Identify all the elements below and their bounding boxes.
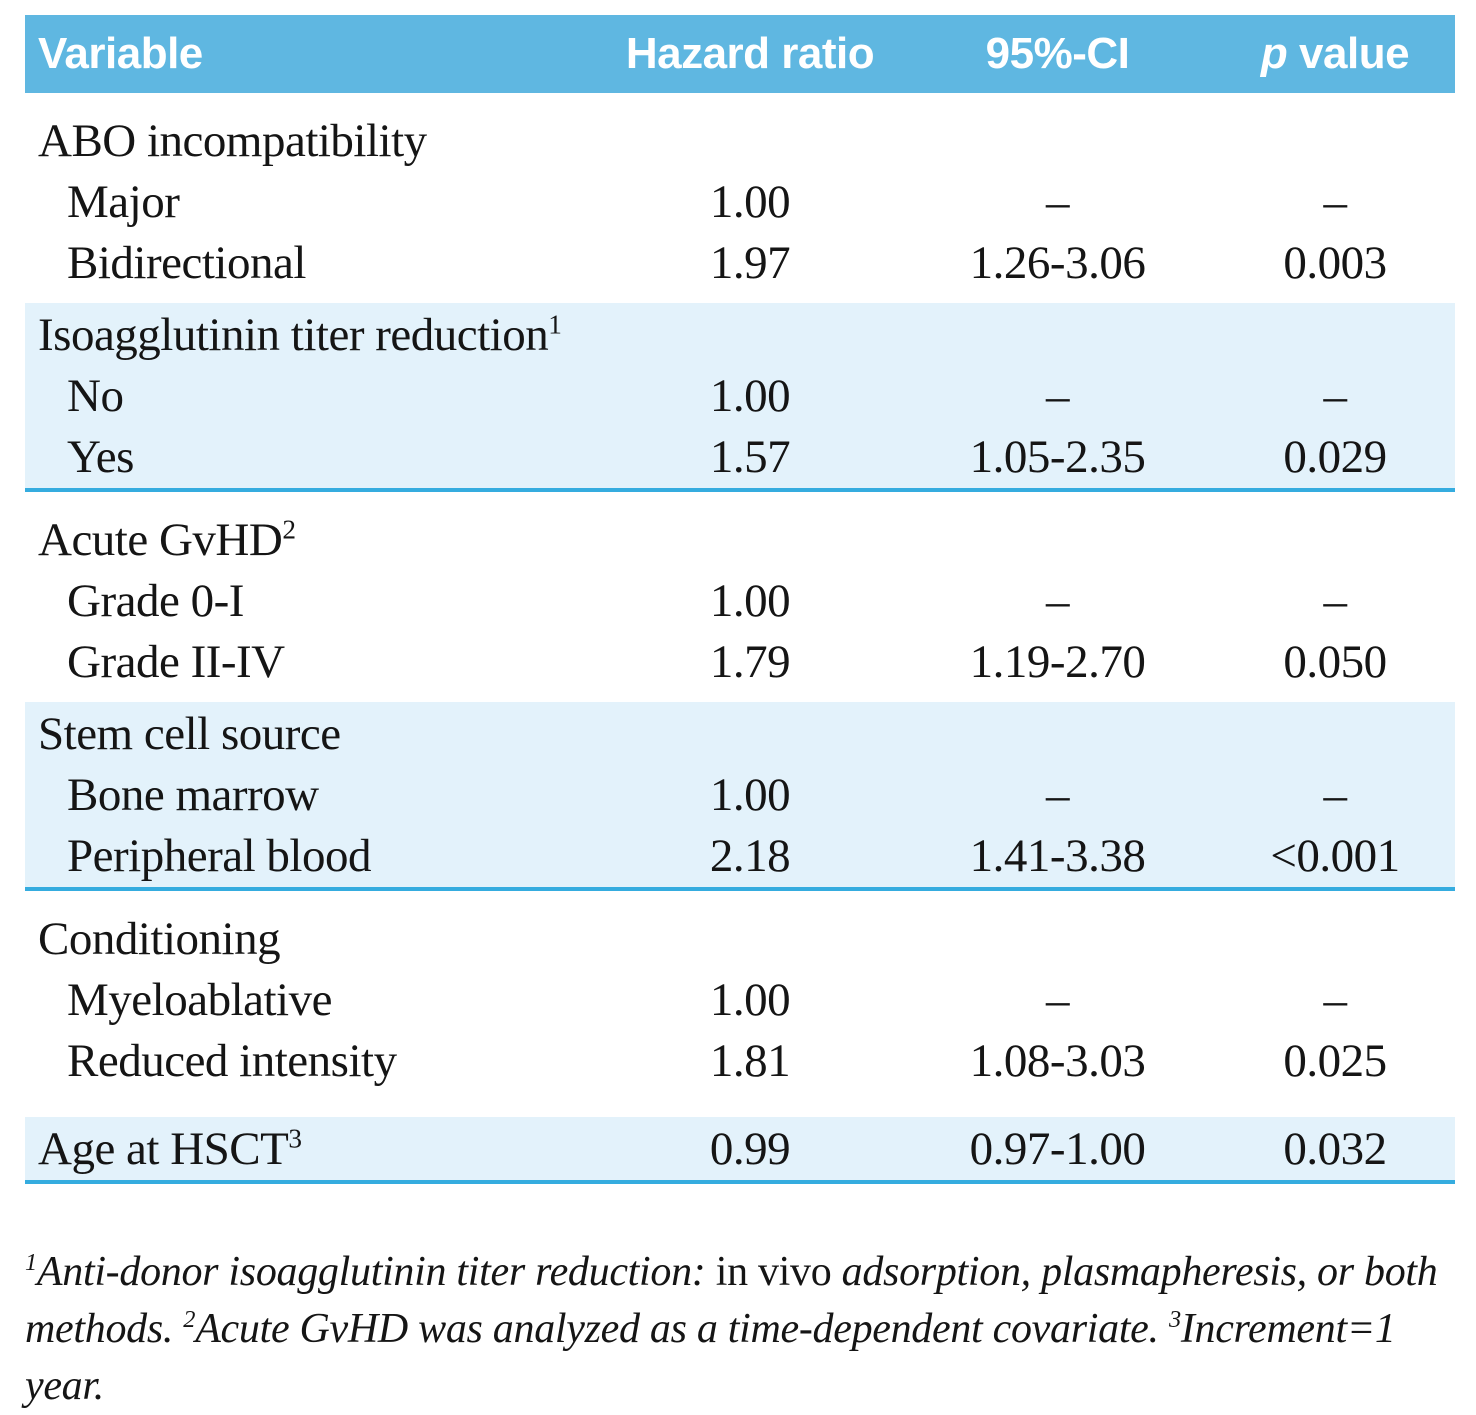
footnote-sup-2: 2	[183, 1306, 196, 1333]
ci-value: 1.05-2.35	[969, 431, 1146, 483]
section-title-text: ABO incompatibility	[38, 115, 427, 167]
hazard-ratio-value: 1.00	[709, 370, 791, 422]
footnote-seg-1b: adsorption, plasmapheresis, or both meth…	[25, 1249, 1438, 1352]
section-title-row: Acute GvHD2	[25, 510, 1455, 571]
table-row: Peripheral blood 2.18 1.41-3.38 <0.001	[25, 826, 1455, 887]
ci-value: 0.97-1.00	[969, 1123, 1146, 1175]
section-acute-gvhd: Acute GvHD2 Grade 0-I 1.00 – – Grade II-…	[25, 492, 1455, 702]
p-value: 0.003	[1283, 237, 1387, 289]
column-header-variable: Variable	[38, 29, 203, 78]
row-label: Grade 0-I	[67, 575, 244, 627]
section-title-text: Conditioning	[38, 913, 281, 965]
section-age-at-hsct: Age at HSCT3 0.99 0.97-1.00 0.032	[25, 1117, 1455, 1184]
ci-value: –	[1046, 575, 1070, 627]
p-value: –	[1323, 370, 1348, 422]
p-italic: p	[1260, 29, 1288, 78]
section-title: Acute GvHD2	[25, 510, 600, 571]
ci-value: 1.41-3.38	[969, 830, 1146, 882]
section-title-text: Stem cell source	[38, 708, 341, 760]
row-label: Major	[67, 176, 180, 228]
section-title: Conditioning	[25, 909, 600, 970]
table-row: Major 1.00 – –	[25, 172, 1455, 233]
ci-value: –	[1046, 769, 1070, 821]
table-row: No 1.00 – –	[25, 366, 1455, 427]
row-label: Age at HSCT3	[25, 1119, 600, 1180]
footnote-seg-1-roman: in vivo	[715, 1249, 832, 1295]
section-isoagglutinin-titer-reduction: Isoagglutinin titer reduction1 No 1.00 –…	[25, 303, 1455, 492]
table-row: Reduced intensity 1.81 1.08-3.03 0.025	[25, 1031, 1455, 1092]
p-value: –	[1323, 176, 1348, 228]
footnote-seg-2: Acute GvHD was analyzed as a time-depend…	[195, 1306, 1159, 1352]
p-value: 0.025	[1283, 1035, 1387, 1087]
hazard-ratio-value: 2.18	[709, 830, 791, 882]
hazard-ratio-value: 1.00	[709, 769, 791, 821]
row-label: Bidirectional	[67, 237, 306, 289]
section-abo-incompatibility: ABO incompatibility Major 1.00 – – Bidir…	[25, 93, 1455, 303]
p-value: 0.029	[1283, 431, 1387, 483]
hazard-ratio-value: 1.00	[709, 176, 791, 228]
section-title-sup: 1	[548, 309, 562, 340]
column-header-ci: 95%-CI	[985, 29, 1130, 78]
p-value: –	[1323, 769, 1348, 821]
hazard-ratio-value: 1.79	[709, 636, 791, 688]
table-row: Grade 0-I 1.00 – –	[25, 571, 1455, 632]
footnote-seg-3: Increment=1 year.	[25, 1306, 1396, 1409]
row-label: Bone marrow	[67, 769, 319, 821]
hazard-ratio-value: 1.97	[709, 237, 791, 289]
hazard-ratio-value: 0.99	[709, 1123, 791, 1175]
ci-value: 1.19-2.70	[969, 636, 1146, 688]
section-title: Isoagglutinin titer reduction1	[25, 305, 600, 366]
table-row: Bidirectional 1.97 1.26-3.06 0.003	[25, 233, 1455, 294]
section-title-row: Isoagglutinin titer reduction1	[25, 305, 1455, 366]
column-header-p-value: p value	[1215, 29, 1455, 79]
table-row: Bone marrow 1.00 – –	[25, 765, 1455, 826]
table-row: Grade II-IV 1.79 1.19-2.70 0.050	[25, 632, 1455, 693]
row-label: Reduced intensity	[67, 1035, 397, 1087]
section-title-text: Acute GvHD	[38, 514, 283, 566]
section-title-row: Stem cell source	[25, 704, 1455, 765]
ci-value: 1.08-3.03	[969, 1035, 1146, 1087]
table-header-row: Variable Hazard ratio 95%-CI p value	[25, 15, 1455, 93]
section-title: ABO incompatibility	[25, 111, 600, 172]
footnote-seg-1: Anti-donor isoagglutinin titer reduction…	[36, 1249, 706, 1295]
results-table: Variable Hazard ratio 95%-CI p value ABO…	[25, 15, 1455, 1415]
p-value: 0.032	[1283, 1123, 1387, 1175]
table-row: Age at HSCT3 0.99 0.97-1.00 0.032	[25, 1119, 1455, 1180]
table-footnote: 1Anti-donor isoagglutinin titer reductio…	[25, 1184, 1445, 1415]
hazard-ratio-value: 1.00	[709, 575, 791, 627]
p-value: 0.050	[1283, 636, 1387, 688]
row-label-text: Age at HSCT	[38, 1123, 289, 1175]
row-label: Peripheral blood	[67, 830, 371, 882]
table-row: Myeloablative 1.00 – –	[25, 970, 1455, 1031]
row-label: Yes	[67, 431, 134, 483]
p-value: –	[1323, 974, 1348, 1026]
section-title-row: Conditioning	[25, 909, 1455, 970]
footnote-sup-1: 1	[25, 1249, 37, 1276]
p-value: –	[1323, 575, 1348, 627]
section-conditioning: Conditioning Myeloablative 1.00 – – Redu…	[25, 891, 1455, 1101]
row-label: Grade II-IV	[67, 636, 285, 688]
section-title: Stem cell source	[25, 704, 600, 765]
ci-value: –	[1046, 176, 1070, 228]
section-title-text: Isoagglutinin titer reduction	[38, 309, 549, 361]
section-stem-cell-source: Stem cell source Bone marrow 1.00 – – Pe…	[25, 702, 1455, 891]
row-label: No	[67, 370, 124, 422]
ci-value: 1.26-3.06	[969, 237, 1146, 289]
p-value: <0.001	[1270, 830, 1400, 882]
column-header-hazard-ratio: Hazard ratio	[625, 29, 875, 78]
ci-value: –	[1046, 974, 1070, 1026]
section-title-sup: 2	[282, 514, 296, 545]
p-value-rest: value	[1287, 29, 1410, 78]
row-label-sup: 3	[288, 1123, 302, 1154]
ci-value: –	[1046, 370, 1070, 422]
section-title-row: ABO incompatibility	[25, 111, 1455, 172]
row-label: Myeloablative	[67, 974, 332, 1026]
hazard-ratio-value: 1.57	[709, 431, 791, 483]
hazard-ratio-value: 1.00	[709, 974, 791, 1026]
table-row: Yes 1.57 1.05-2.35 0.029	[25, 427, 1455, 488]
footnote-sup-3: 3	[1168, 1306, 1181, 1333]
hazard-ratio-value: 1.81	[709, 1035, 791, 1087]
